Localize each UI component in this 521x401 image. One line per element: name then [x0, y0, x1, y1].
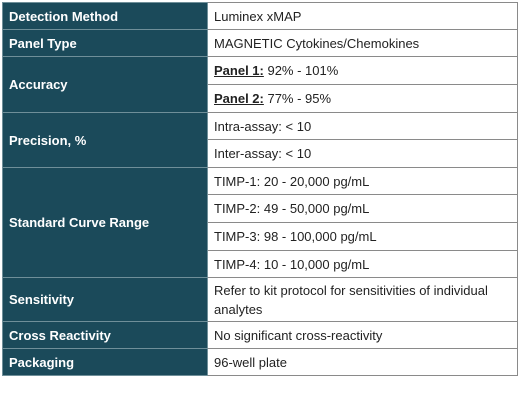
accuracy-label: Accuracy — [2, 56, 208, 113]
precision-intra: Intra-assay: < 10 — [207, 112, 518, 140]
panel1-name: Panel 1: — [214, 63, 264, 78]
packaging-value: 96-well plate — [207, 348, 518, 376]
panel2-value: 77% - 95% — [263, 91, 332, 106]
table-row: Panel Type MAGNETIC Cytokines/Chemokines — [2, 29, 518, 57]
standard-curve-range: TIMP-1: 20 - 20,000 pg/mL — [207, 167, 518, 195]
table-row: Standard Curve Range TIMP-1: 20 - 20,000… — [2, 167, 518, 278]
table-row: TIMP-3: 98 - 100,000 pg/mL — [3, 222, 518, 251]
table-row: Sensitivity Refer to kit protocol for se… — [2, 277, 518, 322]
panel2-name: Panel 2: — [214, 91, 264, 106]
packaging-label: Packaging — [2, 348, 208, 376]
sensitivity-value: Refer to kit protocol for sensitivities … — [207, 277, 518, 322]
detection-method-value: Luminex xMAP — [207, 2, 518, 30]
precision-inter: Inter-assay: < 10 — [207, 139, 518, 168]
cross-reactivity-label: Cross Reactivity — [2, 321, 208, 349]
sensitivity-label: Sensitivity — [2, 277, 208, 322]
table-row: Cross Reactivity No significant cross-re… — [2, 321, 518, 349]
table-row: Detection Method Luminex xMAP — [2, 2, 518, 30]
table-row: Precision, % Intra-assay: < 10 — [2, 112, 518, 168]
standard-curve-range: TIMP-2: 49 - 50,000 pg/mL — [207, 194, 518, 223]
table-row: TIMP-4: 10 - 10,000 pg/mL — [3, 250, 518, 278]
product-spec-table: Detection Method Luminex xMAP Panel Type… — [2, 2, 518, 376]
standard-curve-range: TIMP-4: 10 - 10,000 pg/mL — [207, 250, 518, 278]
detection-method-label: Detection Method — [2, 2, 208, 30]
panel-type-value: MAGNETIC Cytokines/Chemokines — [207, 29, 518, 57]
accuracy-panel2: Panel 2: 77% - 95% — [207, 84, 518, 113]
table-row: Inter-assay: < 10 — [3, 139, 518, 168]
standard-curve-range: TIMP-3: 98 - 100,000 pg/mL — [207, 222, 518, 251]
precision-label: Precision, % — [2, 112, 208, 168]
panel-type-label: Panel Type — [2, 29, 208, 57]
table-row: Panel 2: 77% - 95% — [3, 84, 518, 113]
standard-curve-label: Standard Curve Range — [2, 167, 208, 278]
table-row: Accuracy Panel 1: 92% - 101% — [2, 56, 518, 113]
cross-reactivity-value: No significant cross-reactivity — [207, 321, 518, 349]
table-row: Packaging 96-well plate — [2, 348, 518, 376]
table-row: TIMP-2: 49 - 50,000 pg/mL — [3, 194, 518, 223]
accuracy-panel1: Panel 1: 92% - 101% — [207, 56, 518, 85]
panel1-value: 92% - 101% — [263, 63, 339, 78]
